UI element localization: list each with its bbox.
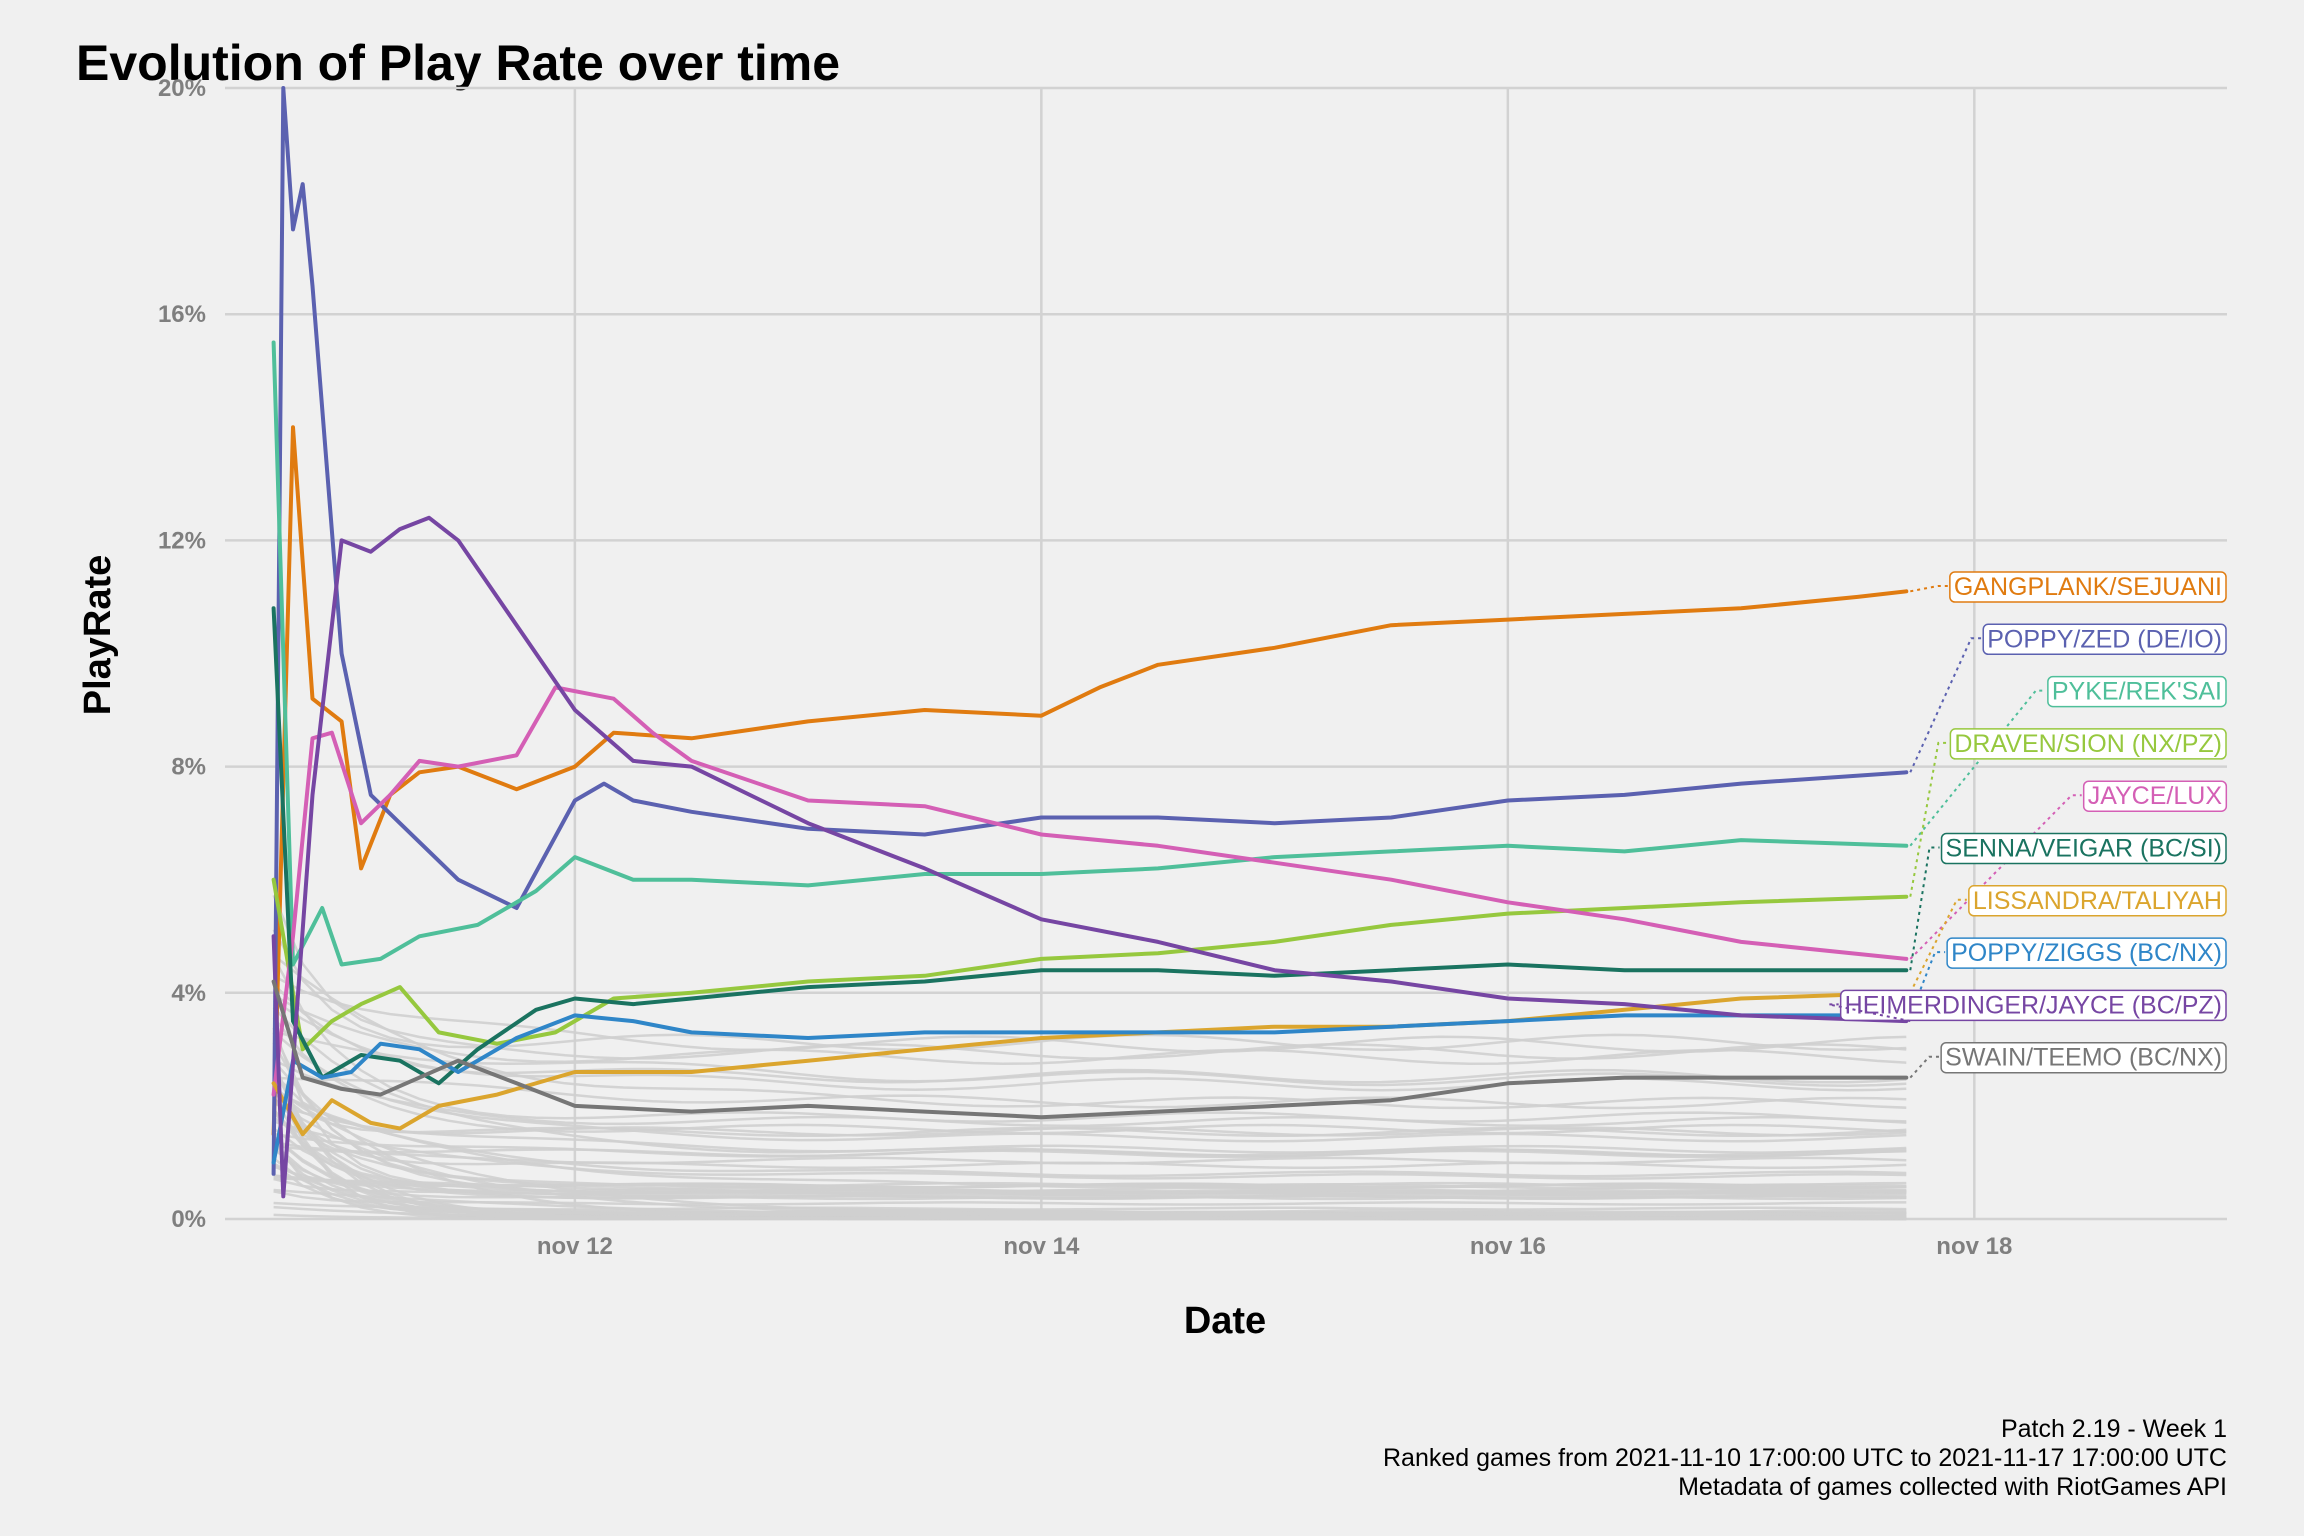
background-series-line <box>272 1031 1907 1143</box>
series-labels: GANGPLANK/SEJUANI POPPY/ZED (DE/IO) PYKE/R… <box>1828 571 2228 1079</box>
background-series-line <box>273 974 1907 1053</box>
chart-title: Evolution of Play Rate over time <box>76 35 840 91</box>
series-label: DRAVEN/SION (NX/PZ) <box>1909 728 2227 897</box>
y-tick-label: 16% <box>158 301 206 328</box>
series-label: LISSANDRA/TALIYAH <box>1909 885 2227 994</box>
background-series-line <box>273 1144 1907 1165</box>
series-label: PYKE/REK'SAI <box>1909 675 2227 847</box>
background-series-line <box>273 1058 1907 1128</box>
background-series-line <box>272 1111 1907 1200</box>
series-label-box <box>1949 728 2227 760</box>
background-series <box>272 894 1907 1221</box>
series-line <box>271 425 1909 1137</box>
series-label-box <box>2047 675 2227 708</box>
series-label: POPPY/ZIGGS (BC/NX) <box>1909 937 2227 1016</box>
series-line <box>271 979 1909 1120</box>
series-label-box <box>2082 780 2228 812</box>
background-series-line <box>272 894 1907 1060</box>
series-line <box>271 340 1909 967</box>
series-label: HEIMERDINGER/JAYCE (BC/PZ) <box>1828 989 2227 1023</box>
background-series-line <box>273 1132 1907 1159</box>
background-series-line <box>272 1027 1907 1194</box>
series-label-leader <box>1910 585 1948 593</box>
y-axis-title: PlayRate <box>77 555 119 716</box>
x-axis-ticks: nov 12 nov 14 nov 16 nov 18 <box>537 1233 2012 1260</box>
background-series-line <box>273 994 1907 1066</box>
series-label-leader <box>1909 637 1982 773</box>
highlighted-series <box>271 86 1909 1199</box>
series-label-leader <box>1909 689 2046 847</box>
series-label-text: GANGPLANK/SEJUANI <box>1954 573 2222 601</box>
series-label-box <box>1946 937 2227 969</box>
x-tick-label: nov 16 <box>1470 1233 1546 1260</box>
series-line <box>271 1013 1909 1165</box>
caption-line-3: Metadata of games collected with RiotGam… <box>1678 1473 2227 1501</box>
series-label-box <box>1839 989 2227 1022</box>
background-series-line <box>272 956 1907 1123</box>
series-label: JAYCE/LUX <box>1909 780 2228 960</box>
series-line <box>271 606 1909 1086</box>
series-label-box <box>1949 571 2227 603</box>
series-line <box>271 685 1909 1097</box>
x-tick-label: nov 14 <box>1003 1233 1080 1260</box>
background-series-line <box>273 1102 1907 1154</box>
series-label-text: SWAIN/TEEMO (BC/NX) <box>1945 1044 2222 1072</box>
caption-line-2: Ranked games from 2021-11-10 17:00:00 UT… <box>1383 1444 2227 1472</box>
y-tick-label: 0% <box>171 1206 206 1233</box>
y-tick-label: 12% <box>158 527 206 554</box>
series-label-leader <box>1909 741 1949 897</box>
series-label-text: JAYCE/LUX <box>2088 782 2223 810</box>
background-series-line <box>272 1032 1907 1188</box>
y-tick-label: 4% <box>171 980 206 1007</box>
series-line <box>271 515 1909 1199</box>
series-label-text: POPPY/ZED (DE/IO) <box>1987 625 2222 653</box>
y-tick-label: 20% <box>158 75 206 102</box>
background-series-line <box>273 1030 1907 1087</box>
series-label: SWAIN/TEEMO (BC/NX) <box>1909 1041 2227 1079</box>
series-label-leader <box>1909 1055 1940 1079</box>
series-label-box <box>1940 1041 2227 1074</box>
series-label-text: PYKE/REK'SAI <box>2052 678 2222 706</box>
series-label-box <box>1940 832 2227 865</box>
series-line <box>271 86 1909 1176</box>
series-label-box <box>1968 885 2227 917</box>
x-tick-label: nov 12 <box>537 1233 613 1260</box>
series-label: SENNA/VEIGAR (BC/SI) <box>1909 832 2227 971</box>
background-series-line <box>273 1076 1907 1110</box>
y-axis-ticks: 0% 4% 8% 12% 16% 20% <box>158 75 206 1233</box>
series-label: GANGPLANK/SEJUANI <box>1910 571 2227 603</box>
series-label-text: DRAVEN/SION (NX/PZ) <box>1954 730 2222 758</box>
series-line <box>271 877 1909 1052</box>
background-series-line <box>272 1006 1907 1157</box>
series-label-text: SENNA/VEIGAR (BC/SI) <box>1946 835 2222 863</box>
series-label-text: LISSANDRA/TALIYAH <box>1973 887 2222 915</box>
series-label-text: HEIMERDINGER/JAYCE (BC/PZ) <box>1845 991 2222 1019</box>
series-label-text: POPPY/ZIGGS (BC/NX) <box>1951 939 2222 967</box>
background-series-line <box>272 1163 1907 1216</box>
series-label: POPPY/ZED (DE/IO) <box>1909 623 2227 773</box>
caption-line-1: Patch 2.19 - Week 1 <box>2001 1415 2227 1443</box>
series-label-box <box>1982 623 2227 656</box>
background-series-line <box>273 1120 1907 1180</box>
series-label-leader <box>1909 794 2082 960</box>
series-label-leader <box>1909 846 1940 971</box>
y-tick-label: 8% <box>171 754 206 781</box>
x-tick-label: nov 18 <box>1936 1233 2012 1260</box>
background-series-line <box>272 1072 1907 1137</box>
background-series-line <box>273 1201 1907 1211</box>
x-axis-title: Date <box>1184 1300 1266 1342</box>
background-series-line <box>273 1190 1907 1206</box>
grid <box>225 86 2227 1221</box>
background-series-line <box>272 983 1907 1084</box>
background-series-line <box>272 1065 1907 1220</box>
